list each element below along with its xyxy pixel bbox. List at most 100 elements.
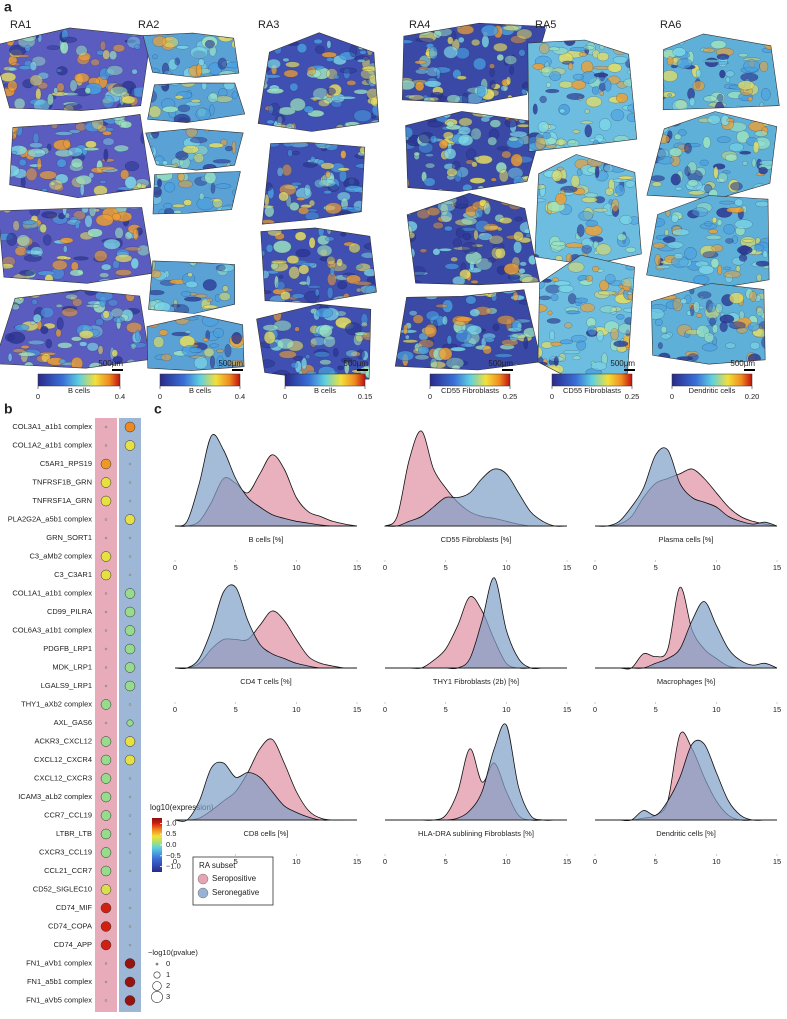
map-blob: [650, 121, 668, 127]
map-blob: [719, 69, 726, 79]
map-blob: [539, 184, 546, 197]
map-blob: [471, 161, 478, 168]
map-blob: [504, 118, 518, 128]
dot: [128, 814, 132, 817]
map-blob: [120, 120, 132, 129]
map-blob: [362, 332, 371, 341]
map-blob: [77, 114, 90, 122]
map-blob: [558, 80, 573, 89]
row-label: CXCL12_CXCR3: [34, 773, 92, 782]
map-blob: [660, 294, 677, 300]
map-blob: [402, 339, 418, 344]
map-blob: [566, 93, 585, 100]
map-blob: [749, 341, 760, 350]
map-blob: [521, 276, 539, 285]
map-blob: [79, 330, 94, 339]
map-outline: [152, 171, 241, 215]
map-blob: [687, 353, 699, 361]
map-blob: [612, 56, 629, 64]
map-blob: [574, 297, 588, 304]
map-blob: [195, 107, 211, 121]
map-blob: [185, 280, 198, 289]
map-blob: [677, 36, 685, 46]
map-blob: [226, 167, 242, 171]
x-tick-label: 0: [383, 705, 387, 714]
row-label: C3_aMb2 complex: [29, 551, 92, 560]
map-blob: [190, 99, 201, 103]
dot: [100, 847, 112, 858]
map-blob: [61, 36, 78, 43]
map-blob: [534, 198, 546, 203]
map-blob: [438, 248, 452, 252]
map-blob: [444, 225, 453, 232]
map-blob: [27, 148, 46, 158]
map-blob: [455, 316, 473, 322]
map-blob: [734, 198, 744, 207]
dot: [124, 625, 136, 636]
map-blob: [593, 208, 608, 213]
map-blob: [322, 173, 328, 187]
map-blob: [203, 347, 215, 358]
map-blob: [702, 136, 711, 149]
map-blob: [655, 61, 662, 67]
map-blob: [736, 327, 748, 334]
map-blob: [446, 120, 455, 128]
map-blob: [7, 80, 18, 92]
colorbar-tick-label: 0.25: [625, 392, 640, 401]
map-blob: [43, 207, 55, 209]
map-blob: [616, 314, 625, 320]
map-blob: [216, 348, 224, 353]
map-blob: [702, 47, 716, 53]
map-blob: [310, 156, 316, 162]
dot: [104, 962, 108, 965]
map-blob: [153, 186, 162, 198]
map-blob: [518, 49, 526, 57]
map-blob: [24, 44, 31, 52]
tissue-map: [0, 290, 150, 369]
map-outline: [646, 111, 778, 200]
sample-title: RA5: [535, 19, 556, 31]
map-blob: [278, 275, 284, 279]
density-area: [385, 723, 567, 821]
map-outline: [145, 128, 244, 171]
colorbar-tick-label: 0.5: [166, 829, 176, 838]
sample-title: RA2: [138, 19, 159, 31]
map-blob: [667, 93, 672, 97]
map-blob: [546, 82, 552, 88]
map-blob: [427, 120, 443, 128]
map-blob: [551, 240, 566, 247]
map-blob: [568, 62, 574, 71]
dot: [100, 902, 112, 914]
map-blob: [33, 313, 42, 323]
colorbar-label: B cells: [189, 386, 211, 395]
map-blob: [162, 70, 173, 78]
map-blob: [193, 356, 208, 370]
x-axis-label: B cells [%]: [248, 535, 283, 544]
x-tick-label: 0: [173, 857, 177, 866]
map-blob: [471, 39, 481, 47]
density-area: [174, 584, 357, 670]
dot: [104, 592, 108, 595]
map-blob: [291, 181, 302, 186]
density-area: [594, 447, 778, 527]
map-blob: [325, 170, 331, 178]
map-blob: [509, 65, 514, 75]
x-tick-label: 15: [773, 857, 781, 866]
map-blob: [446, 168, 458, 177]
map-blob: [318, 178, 337, 188]
x-tick-label: 10: [292, 563, 300, 572]
map-blob: [94, 250, 108, 262]
map-blob: [264, 74, 281, 79]
row-label: CD99_PILRA: [47, 607, 92, 616]
dot: [104, 629, 108, 632]
row-label: COL1A2_a1b1 complex: [12, 440, 92, 449]
map-blob: [267, 227, 282, 237]
map-blob: [231, 39, 239, 50]
map-blob: [605, 274, 616, 284]
tissue-map: [143, 33, 239, 78]
tissue-map: [646, 195, 770, 288]
map-blob: [584, 108, 590, 114]
map-blob: [54, 184, 64, 192]
map-blob: [65, 212, 70, 219]
map-outline: [537, 254, 635, 383]
